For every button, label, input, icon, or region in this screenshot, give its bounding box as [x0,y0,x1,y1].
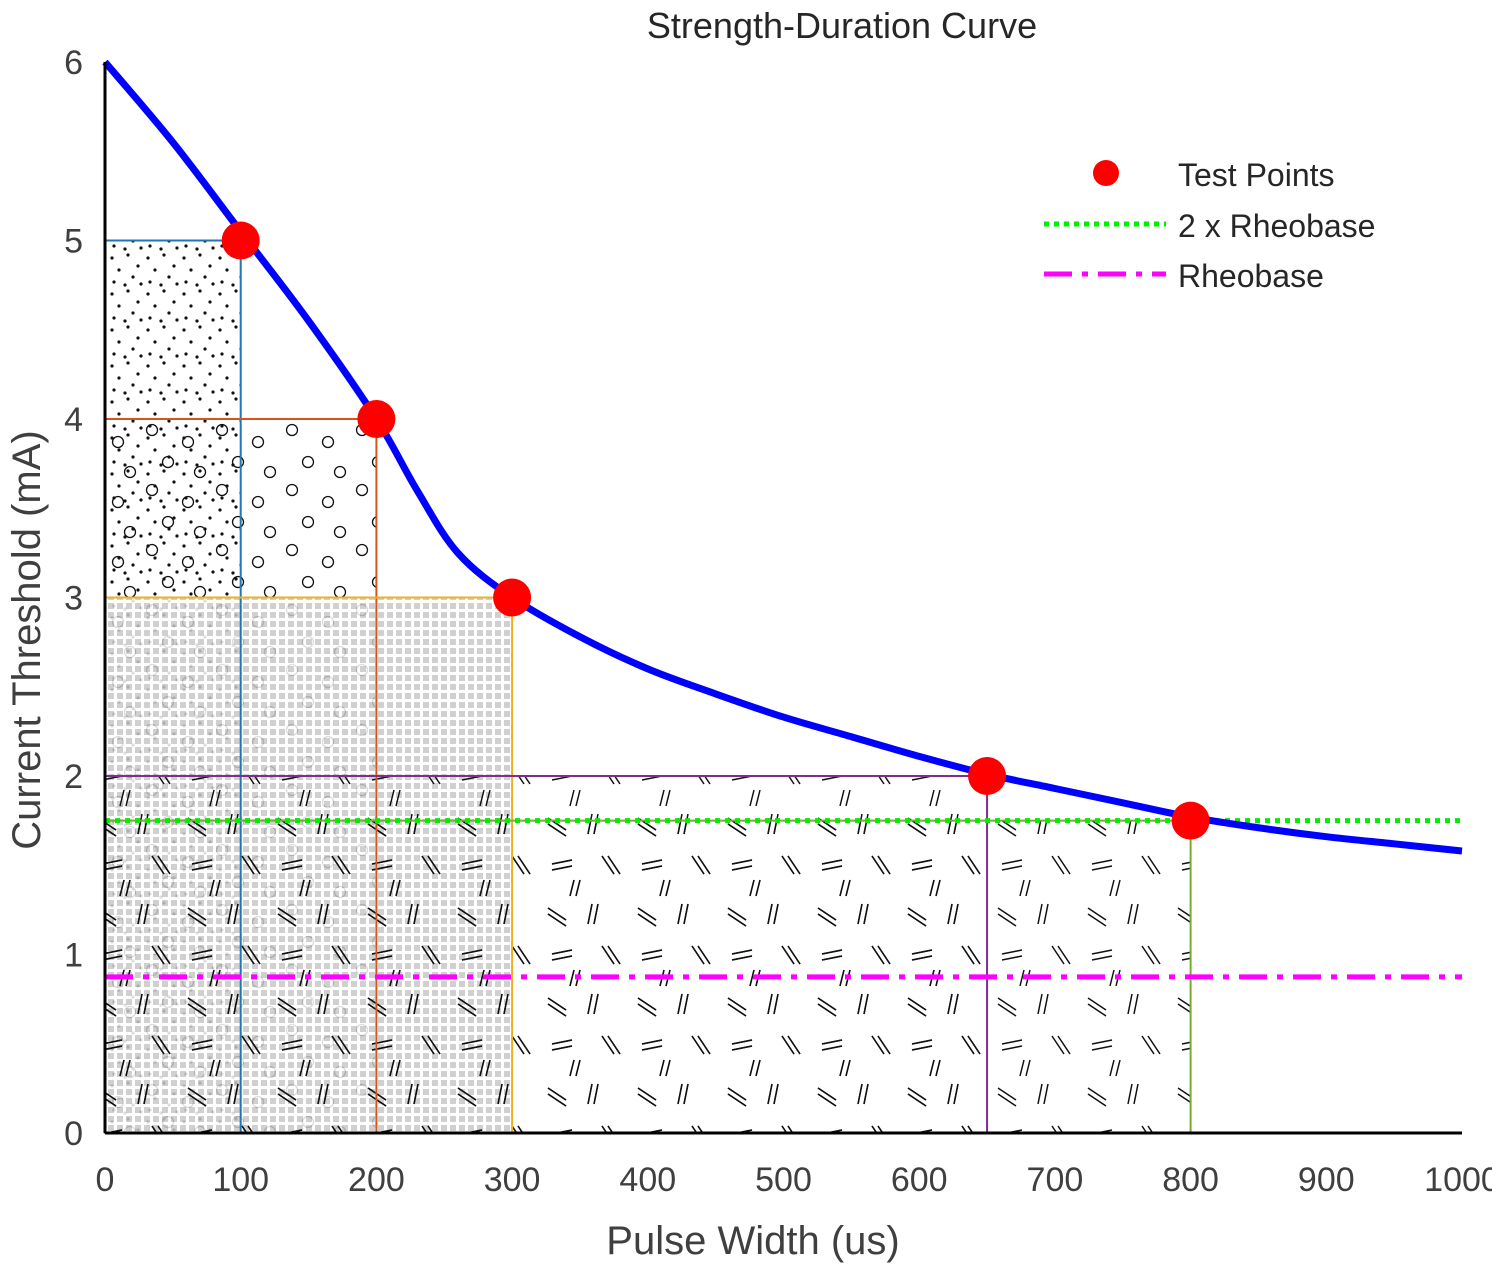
y-tick-label: 1 [64,937,83,975]
y-axis-title: Current Threshold (mA) [5,430,49,849]
test-point [968,757,1007,795]
y-tick-label: 0 [64,1115,83,1153]
legend-test-points-label: Test Points [1178,157,1335,193]
strength-duration-curve [102,59,1463,855]
x-tick-label: 200 [348,1161,405,1199]
y-tick-label: 6 [64,44,83,82]
x-tick-label: 700 [1027,1161,1084,1199]
y-tick-label: 2 [64,758,83,796]
legend-test-points-marker [1093,160,1119,186]
x-tick-label: 300 [484,1161,541,1199]
y-axis-ticks: 0 1 2 3 4 5 6 [64,44,83,1153]
shaded-regions [104,239,1192,1134]
y-tick-label: 5 [64,223,83,261]
y-tick-label: 3 [64,580,83,618]
test-point [221,221,260,260]
x-tick-label: 1000 [1424,1161,1492,1199]
legend-2x-rheobase-label: 2 x Rheobase [1178,208,1375,244]
test-point [357,400,396,438]
x-tick-label: 400 [619,1161,676,1199]
x-axis-ticks: 0 100 200 300 400 500 600 700 800 900 1000 [96,1161,1492,1199]
reference-lines [105,818,1462,980]
x-tick-label: 600 [891,1161,948,1199]
x-tick-label: 800 [1162,1161,1219,1199]
x-tick-label: 500 [755,1161,812,1199]
axes [103,62,1462,1135]
test-point [493,578,532,617]
chart-title: Strength-Duration Curve [647,5,1037,46]
x-tick-label: 900 [1298,1161,1355,1199]
y-tick-label: 4 [64,401,83,439]
legend: Test Points 2 x Rheobase Rheobase [1044,157,1375,294]
legend-rheobase-label: Rheobase [1178,258,1324,294]
test-points [221,221,1210,840]
x-axis-title: Pulse Width (us) [606,1219,899,1263]
x-tick-label: 0 [96,1161,115,1199]
test-point [1171,801,1210,840]
x-tick-label: 100 [212,1161,269,1199]
